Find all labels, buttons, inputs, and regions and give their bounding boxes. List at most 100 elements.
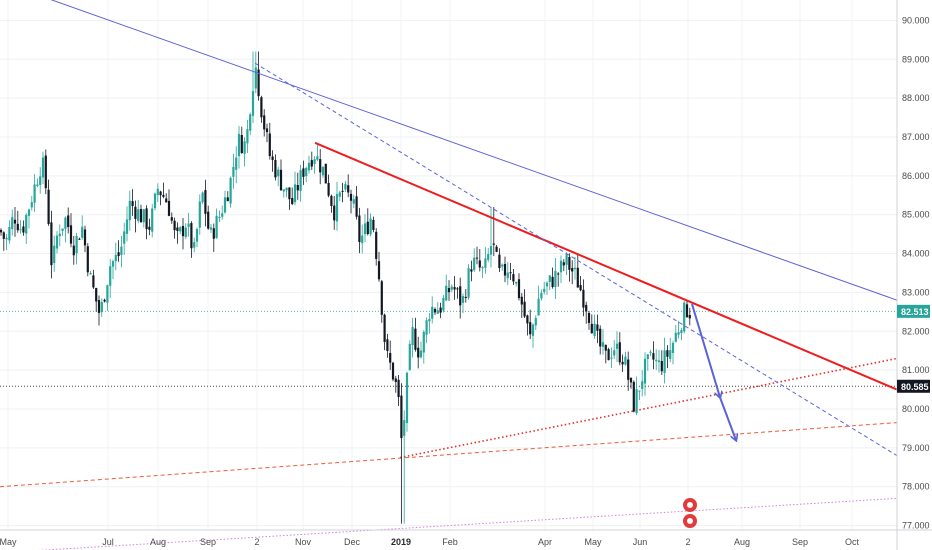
- candle-body: [291, 198, 294, 204]
- candle-body: [358, 215, 361, 243]
- price-tag: [897, 304, 930, 318]
- candle-body: [431, 306, 434, 319]
- candle-body: [548, 275, 551, 282]
- candle-body: [599, 328, 602, 347]
- candle-body: [559, 260, 563, 273]
- candle-body: [618, 342, 621, 363]
- candle-body: [176, 227, 179, 231]
- candle-body: [632, 381, 635, 412]
- candle-body: [109, 266, 112, 286]
- candle-body: [16, 223, 19, 231]
- candle-body: [330, 195, 333, 206]
- candle-body: [22, 226, 25, 233]
- y-tick-label: 79.000: [902, 443, 930, 453]
- candle-body: [327, 182, 330, 196]
- candle-body: [232, 166, 235, 177]
- candle-body: [83, 229, 87, 246]
- candle-body: [95, 287, 98, 302]
- candle-body: [27, 209, 31, 216]
- y-tick-label: 87.000: [902, 132, 930, 142]
- candle-body: [487, 254, 490, 260]
- candle-body: [148, 226, 151, 230]
- candle-body: [394, 378, 397, 382]
- candle-body: [81, 226, 84, 238]
- candle-body: [187, 223, 190, 227]
- candle-body: [414, 328, 417, 350]
- candle-body: [58, 233, 61, 237]
- candle-body: [288, 187, 291, 200]
- candle-body: [201, 192, 204, 203]
- candle-body: [338, 192, 341, 197]
- candles: [0, 51, 691, 524]
- candle-body: [209, 227, 213, 230]
- candle-body: [411, 326, 414, 346]
- y-tick-label: 78.000: [902, 482, 930, 492]
- candle-body: [195, 229, 199, 242]
- x-tick-label: Sep: [792, 537, 808, 547]
- x-tick-label: 2: [254, 537, 259, 547]
- candle-body: [41, 157, 45, 178]
- candle-body: [67, 215, 70, 228]
- candle-body: [439, 307, 442, 313]
- candle-body: [403, 420, 406, 436]
- candle-body: [221, 213, 224, 217]
- candle-body: [265, 128, 269, 133]
- candle-body: [470, 269, 473, 272]
- candle-body: [352, 199, 355, 204]
- violet-dotted-line: [37, 497, 898, 550]
- candle-body: [671, 342, 675, 354]
- candle-body: [193, 242, 196, 248]
- candle-body: [523, 301, 526, 317]
- candle-body: [235, 157, 238, 170]
- candle-body: [554, 270, 557, 288]
- candle-body: [173, 220, 176, 231]
- candle-body: [30, 202, 33, 208]
- candle-body: [568, 256, 571, 270]
- candle-body: [274, 160, 277, 178]
- candle-body: [475, 257, 479, 259]
- y-tick-label: 85.000: [902, 210, 930, 220]
- candle-body: [123, 231, 126, 244]
- candle-body: [669, 350, 672, 359]
- candle-body: [380, 281, 383, 315]
- candle-body: [610, 357, 613, 359]
- candle-body: [509, 272, 512, 274]
- candle-body: [680, 330, 683, 334]
- trend-lines: [50, 0, 898, 457]
- candle-body: [249, 114, 252, 131]
- candle-body: [646, 354, 649, 360]
- candle-body: [576, 267, 579, 288]
- candle-body: [369, 218, 372, 235]
- x-tick-label: Dec: [344, 537, 361, 547]
- x-tick-label: 2019: [391, 537, 411, 547]
- x-tick-label: Jul: [102, 537, 114, 547]
- candle-body: [587, 313, 591, 323]
- candle-body: [117, 252, 120, 257]
- candle-body: [204, 190, 207, 214]
- x-tick-label: 2: [685, 537, 690, 547]
- candle-body: [506, 272, 509, 279]
- candle-body: [89, 272, 92, 275]
- candle-body: [299, 170, 302, 191]
- candle-body: [515, 281, 518, 284]
- candle-body: [375, 231, 378, 259]
- x-tick-label: Sep: [200, 537, 216, 547]
- candle-body: [565, 254, 568, 265]
- candle-body: [170, 217, 173, 221]
- y-tick-label: 88.000: [902, 93, 930, 103]
- red-dotted-support: [399, 357, 898, 459]
- candle-body: [243, 141, 246, 154]
- candle-body: [347, 185, 350, 193]
- projection-arrows: [691, 303, 736, 440]
- candle-body: [666, 350, 669, 357]
- candle-body: [92, 275, 95, 288]
- candle-body: [179, 227, 182, 232]
- candle-body: [512, 274, 515, 282]
- candle-body: [613, 350, 616, 356]
- blue-downtrend-line: [50, 0, 898, 301]
- candle-body: [145, 208, 148, 230]
- candle-body: [97, 300, 101, 313]
- candle-body: [529, 322, 532, 335]
